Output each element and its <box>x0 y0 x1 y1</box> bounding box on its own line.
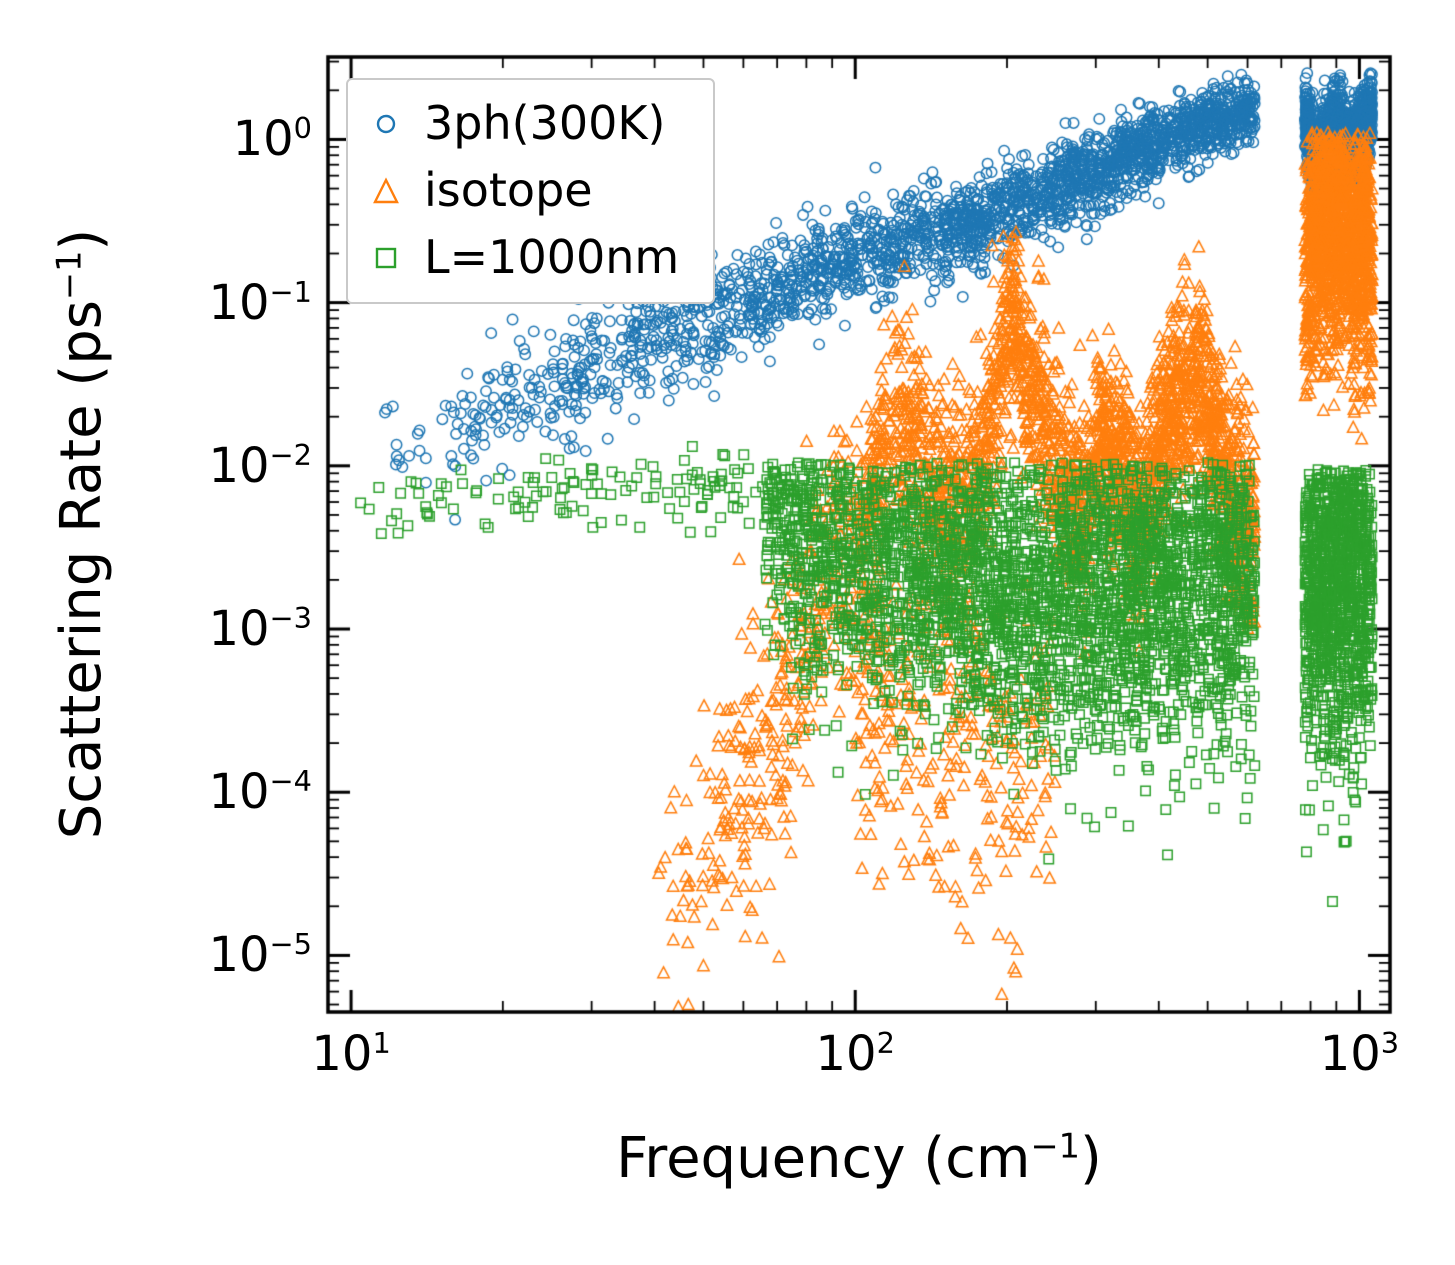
x-axis-label: Frequency (cm−1) <box>328 1128 1390 1190</box>
y-axis-label: Scattering Rate (ps−1) <box>49 228 115 840</box>
y-axis-label-text: Scattering Rate (ps <box>49 300 115 840</box>
x-axis-label-text: Frequency (cm <box>616 1126 1031 1191</box>
y-axis-label-suffix: ) <box>49 228 115 251</box>
x-axis-label-exponent: −1 <box>1030 1126 1080 1166</box>
square-marker-icon <box>375 247 397 269</box>
triangle-marker-icon <box>373 177 399 203</box>
legend-label-3ph: 3ph(300K) <box>424 96 666 150</box>
legend: 3ph(300K) isotope L=1000nm <box>346 78 716 304</box>
legend-label-isotope: isotope <box>424 163 593 218</box>
x-axis-label-suffix: ) <box>1079 1126 1102 1191</box>
legend-item-3ph: 3ph(300K) <box>368 96 679 151</box>
y-axis-label-exponent: −1 <box>49 250 89 301</box>
legend-item-l1000nm: L=1000nm <box>368 230 679 285</box>
circle-marker-icon <box>376 114 396 133</box>
legend-item-isotope: isotope <box>368 163 679 218</box>
legend-label-l1000nm: L=1000nm <box>424 230 680 285</box>
